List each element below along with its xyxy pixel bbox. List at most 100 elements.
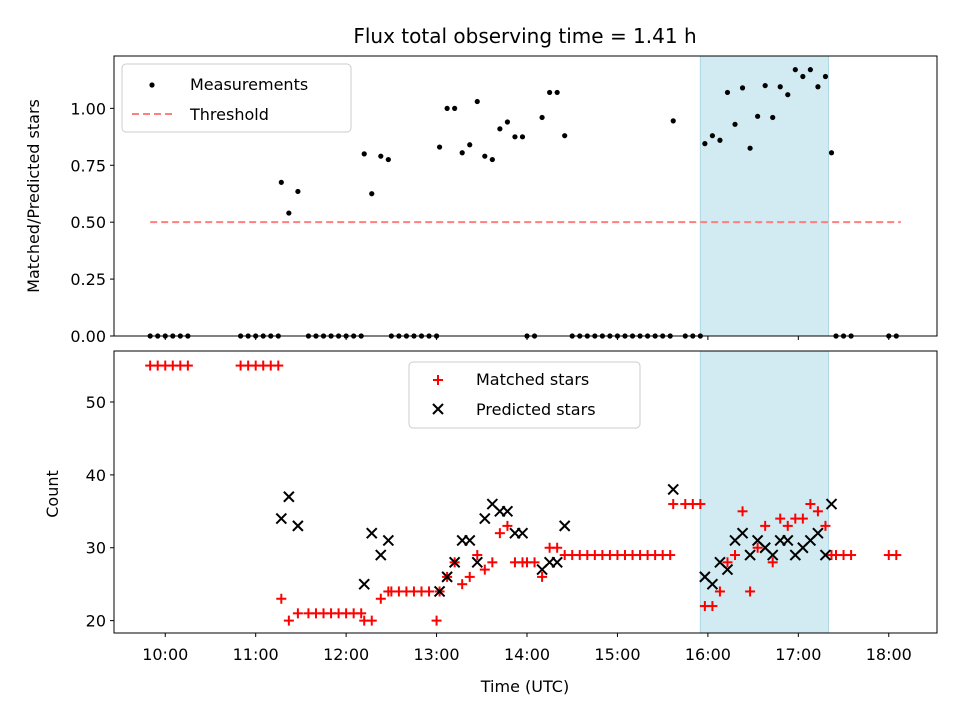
measurement-point [436,144,443,150]
predicted-star-marker [464,534,476,547]
measurement-point [777,84,783,90]
measurement-point [361,151,367,157]
legend-measurement-marker [149,82,155,88]
matched-star-marker [375,593,386,604]
highlight-span [699,55,829,337]
matched-star-marker [665,550,676,561]
matched-star-marker [479,564,490,575]
highlight-span [699,350,829,634]
matched-star-marker [424,586,435,597]
matched-star-marker [431,615,442,626]
matched-star-marker [782,520,793,531]
x-tick-label: 13:00 [414,645,460,664]
y-tick-label: 50 [86,393,106,412]
matched-star-marker [846,550,857,561]
predicted-star-marker [706,578,719,590]
measurement-point [755,113,761,119]
matched-star-marker [767,557,778,568]
y-tick-label: 0.50 [70,213,106,232]
bottom-y-axis-label: Count [43,470,62,518]
matched-star-marker [752,542,763,553]
measurement-point [792,67,798,73]
measurement-point [497,126,503,132]
x-tick-label: 15:00 [594,645,640,664]
measurement-point [739,85,746,91]
matched-star-marker [760,520,771,531]
matched-star-marker [737,506,748,517]
legend-box [408,361,641,429]
matched-star-marker [529,557,540,568]
predicted-star-marker [441,571,453,583]
x-tick-label: 10:00 [142,645,188,664]
predicted-star-marker [744,549,756,561]
matched-star-marker [356,608,367,619]
matched-star-marker [552,542,563,553]
predicted-star-marker [375,549,387,561]
y-tick-label: 40 [86,466,106,485]
measurement-point [482,153,488,159]
predicted-star-marker [736,527,749,539]
predicted-star-marker [766,549,779,561]
legend-predicted-marker [432,403,444,415]
predicted-star-marker [551,556,563,569]
matched-star-marker [182,360,193,371]
measurement-point [702,141,708,147]
measurement-point [378,153,384,159]
matched-star-marker [472,550,483,561]
predicted-star-marker [558,520,571,532]
measurement-point [732,121,738,127]
predicted-star-marker [275,512,288,525]
measurement-point [785,92,791,98]
legend-matched-marker [433,375,443,385]
chart-title: Flux total observing time = 1.41 h [353,24,696,48]
matched-star-marker [745,586,756,597]
measurement-point [385,156,391,163]
predicted-star-marker [433,585,446,598]
measurement-point [467,142,473,148]
matched-star-marker [695,499,706,510]
legend-label-matched: Matched stars [476,370,589,389]
predicted-star-marker [819,549,832,561]
matched-star-marker [292,608,303,619]
x-tick-label: 16:00 [685,645,731,664]
predicted-star-marker [471,556,483,569]
measurement-point [709,133,716,139]
top-legend: Measurements Threshold [121,63,352,133]
predicted-star-marker [292,520,304,532]
x-tick-label: 12:00 [323,645,369,664]
matched-star-marker [273,360,284,371]
measurement-point [444,105,450,111]
matched-star-marker [775,513,786,524]
predicted-star-marker [448,556,461,569]
measurement-point [717,137,723,143]
measurement-point [828,150,835,156]
legend-box [121,63,352,133]
y-tick-label: 0.75 [70,156,106,175]
matched-star-marker [812,506,823,517]
measurement-point [724,89,731,96]
axes-frame [113,350,938,634]
measurement-point [822,73,829,80]
measurement-point [489,156,495,163]
measurement-point [807,67,813,73]
legend-label-threshold: Threshold [189,105,269,124]
measurement-point [519,134,526,140]
measurement-point [278,179,284,185]
matched-star-marker [820,520,831,531]
predicted-star-marker [812,527,824,539]
x-tick-label: 17:00 [775,645,821,664]
measurement-point [670,118,676,124]
legend-label-predicted: Predicted stars [476,400,596,419]
y-tick-label: 20 [86,612,106,631]
measurement-point [452,105,458,111]
measurement-point [474,98,480,105]
y-tick-label: 0.25 [70,270,106,289]
measurement-point [512,134,518,140]
predicted-star-marker [667,483,679,496]
matched-star-marker [502,520,513,531]
matched-star-marker [487,557,498,568]
measurement-point [762,82,768,89]
predicted-star-marker [479,512,491,525]
measurement-point [800,73,806,80]
